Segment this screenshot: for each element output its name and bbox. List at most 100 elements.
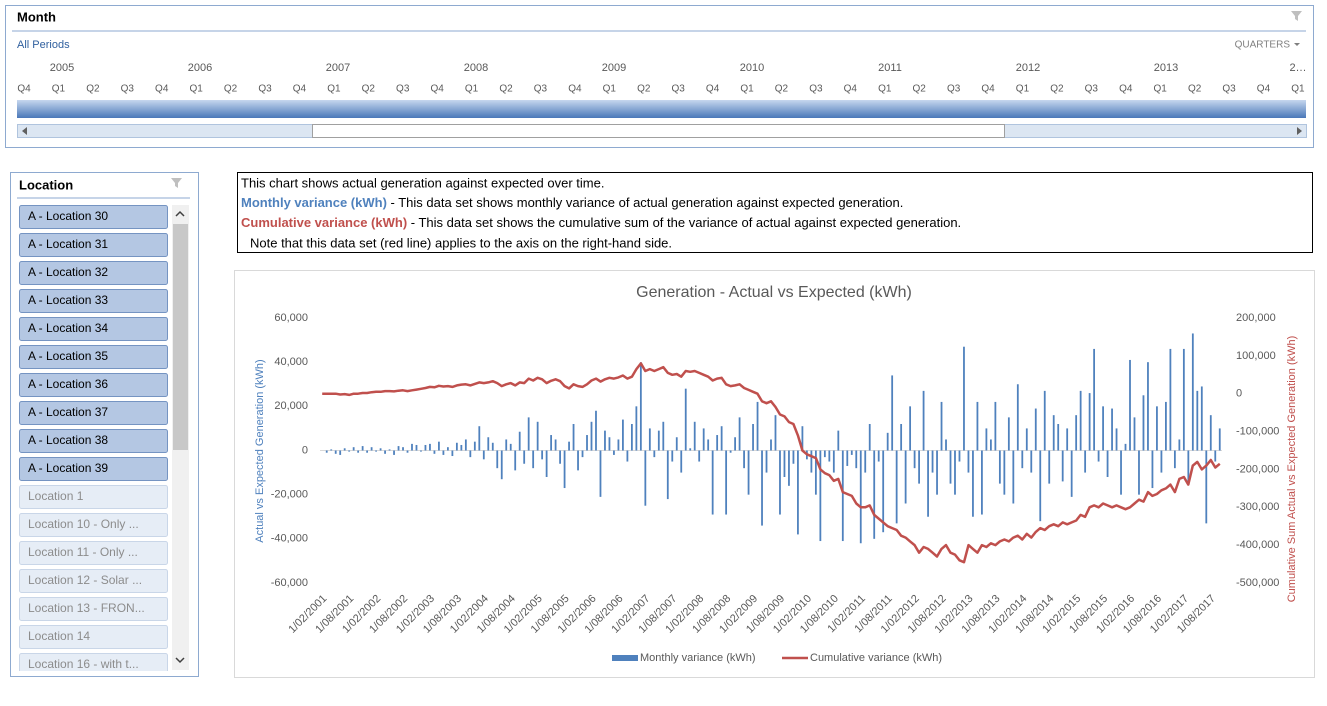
list-thumb[interactable]: [173, 224, 188, 450]
location-item[interactable]: [19, 233, 168, 257]
quarter-label: Q4: [981, 84, 995, 95]
location-item[interactable]: [19, 457, 168, 481]
bar: [711, 450, 714, 515]
bar: [352, 447, 355, 451]
bar: [397, 446, 400, 451]
timeline-level[interactable]: QUARTERS: [1235, 40, 1291, 51]
bar: [680, 450, 683, 473]
location-label: Location 1: [28, 489, 84, 503]
quarter-label: Q1: [1154, 84, 1168, 95]
location-item[interactable]: [19, 541, 168, 565]
bar: [343, 448, 346, 451]
clear-filter[interactable]: [1291, 11, 1302, 21]
bar: [891, 375, 894, 451]
bar: [940, 401, 943, 451]
quarter-label: Q1: [327, 84, 341, 95]
bar: [927, 450, 929, 517]
list-arrows[interactable]: [175, 210, 185, 664]
quarter-label: Q1: [740, 84, 754, 95]
bar: [666, 450, 669, 500]
location-item[interactable]: [19, 429, 168, 453]
bar: [1209, 415, 1212, 451]
year-label: 2006: [188, 62, 212, 74]
timeline-bar[interactable]: [17, 100, 1306, 118]
location-item[interactable]: [19, 317, 168, 341]
bar: [837, 430, 840, 451]
location-item[interactable]: [19, 401, 168, 425]
clear-filter[interactable]: [171, 178, 182, 188]
bar: [455, 442, 458, 451]
location-item[interactable]: [19, 205, 168, 229]
location-label: A - Location 37: [28, 405, 108, 419]
location-item[interactable]: [19, 289, 168, 313]
bar: [334, 450, 337, 454]
y-tick-label: 40,000: [274, 356, 308, 368]
location-label: Location 14: [28, 629, 90, 643]
quarter-label: Q2: [1050, 84, 1064, 95]
bar: [370, 447, 373, 451]
quarter-label: Q3: [671, 84, 685, 95]
bar: [1142, 395, 1145, 451]
location-item[interactable]: [19, 625, 168, 649]
location-item[interactable]: [19, 345, 168, 369]
bar: [460, 444, 463, 451]
year-label: 2009: [602, 62, 626, 74]
bar: [635, 406, 638, 451]
bar: [568, 441, 570, 451]
location-label: A - Location 33: [28, 293, 108, 307]
bar: [985, 428, 988, 451]
bar: [1043, 390, 1046, 451]
location-item[interactable]: [19, 261, 168, 285]
timeline-period[interactable]: All Periods: [17, 39, 70, 51]
location-item[interactable]: [19, 569, 168, 593]
bar: [1205, 450, 1208, 524]
bar: [873, 450, 876, 539]
bar: [595, 410, 597, 451]
level-arrow[interactable]: [1294, 43, 1300, 46]
bar: [702, 428, 705, 451]
note-key: Cumulative variance (kWh): [241, 215, 407, 230]
bar: [1218, 428, 1221, 451]
location-item[interactable]: [19, 653, 168, 677]
bar: [514, 450, 517, 471]
year-label: 2012: [1016, 62, 1040, 74]
quarter-label: Q3: [258, 84, 272, 95]
quarter-label: Q3: [1222, 84, 1236, 95]
location-label: A - Location 36: [28, 377, 108, 391]
bar: [707, 439, 710, 451]
bar: [918, 450, 920, 484]
bar: [931, 450, 934, 473]
bar: [639, 362, 642, 451]
quarter-label: Q4: [17, 84, 31, 95]
bar: [1124, 443, 1127, 451]
bar: [384, 450, 386, 454]
year-label: 2011: [878, 62, 902, 74]
year-label: 2008: [464, 62, 488, 74]
bar: [729, 450, 732, 453]
bar: [913, 450, 916, 469]
location-item[interactable]: [19, 373, 168, 397]
quarter-label: Q1: [1016, 84, 1030, 95]
location-item[interactable]: [19, 513, 168, 537]
bar: [882, 450, 885, 533]
bar: [1061, 450, 1064, 482]
bar: [922, 390, 925, 451]
bar: [648, 428, 651, 451]
quarter-label: Q4: [1119, 84, 1133, 95]
location-item[interactable]: [19, 597, 168, 621]
location-item[interactable]: [19, 485, 168, 509]
bar: [644, 450, 647, 506]
bar: [1034, 408, 1037, 451]
bar: [473, 441, 476, 451]
bar: [783, 450, 786, 477]
bar: [725, 450, 728, 515]
legend-label: Cumulative variance (kWh): [810, 652, 942, 664]
bar: [559, 450, 561, 464]
scroll-thumb[interactable]: [312, 124, 1005, 138]
bar: [1025, 428, 1028, 451]
note-text: - This data set shows monthly variance o…: [387, 195, 903, 210]
location-label: A - Location 39: [28, 461, 108, 475]
bar: [734, 437, 736, 451]
timeline-frame: [5, 5, 1314, 148]
bar: [464, 439, 467, 451]
